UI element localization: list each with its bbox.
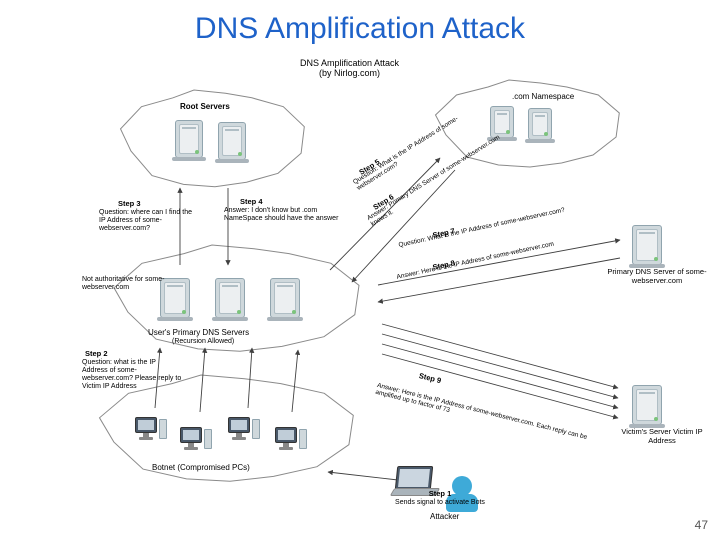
diagram-subtitle: DNS Amplification Attack (by Nirlog.com) <box>300 58 399 78</box>
diagram-label: Answer: I don't know but .com NameSpace … <box>224 207 352 223</box>
arrow <box>378 240 620 285</box>
diagram-label: User's Primary DNS Servers <box>148 328 348 337</box>
server-icon <box>528 108 552 140</box>
pc-icon <box>135 417 169 443</box>
arrow <box>200 348 205 412</box>
arrow <box>382 334 618 398</box>
diagram-label: Question: where can I find the IP Addres… <box>99 209 199 233</box>
pc-icon <box>275 427 309 453</box>
diagram-label: Attacker <box>430 512 490 521</box>
arrow <box>292 350 298 412</box>
diagram-label: Root Servers <box>180 102 270 111</box>
diagram-label: Answer: Here is the IP Address of some-w… <box>374 382 591 450</box>
diagram-label: .com Namespace <box>512 92 632 101</box>
diagram-label: Not authoritative for some-webserver.com <box>82 276 172 292</box>
pc-icon <box>228 417 262 443</box>
diagram-label: (Recursion Allowed) <box>172 338 332 346</box>
server-icon <box>175 120 203 158</box>
diagram-label: Victim's Server Victim IP Address <box>608 428 716 445</box>
diagram-label: Step 4 <box>240 198 300 207</box>
arrow <box>248 348 252 408</box>
diagram-label: Sends signal to activate Bots <box>374 499 506 507</box>
page-number: 47 <box>695 518 708 532</box>
server-icon <box>270 278 300 318</box>
server-icon <box>218 122 246 160</box>
pc-icon <box>180 427 214 453</box>
diagram-label: Step 3 <box>118 200 178 209</box>
diagram-label: Answer: Primary DNS Server of some-webse… <box>366 131 510 228</box>
diagram-label: Question: what is the IP Address of some… <box>82 359 182 391</box>
subtitle-line2: (by Nirlog.com) <box>319 68 380 78</box>
server-icon <box>215 278 245 318</box>
arrow <box>382 354 618 418</box>
diagram-label: Botnet (Compromised PCs) <box>152 463 352 472</box>
server-icon <box>632 225 662 265</box>
diagram-label: Step 2 <box>85 350 145 359</box>
diagram-stage: DNS Amplification Attack DNS Amplificati… <box>0 0 720 540</box>
diagram-label: Step 1 <box>380 490 500 499</box>
diagram-label: Primary DNS Server of some-webserver.com <box>598 268 716 285</box>
arrow <box>328 472 398 480</box>
arrow <box>378 258 620 302</box>
server-icon <box>632 385 662 425</box>
page-title: DNS Amplification Attack <box>0 12 720 46</box>
diagram-label: Step 9 <box>418 372 478 395</box>
subtitle-line1: DNS Amplification Attack <box>300 58 399 68</box>
